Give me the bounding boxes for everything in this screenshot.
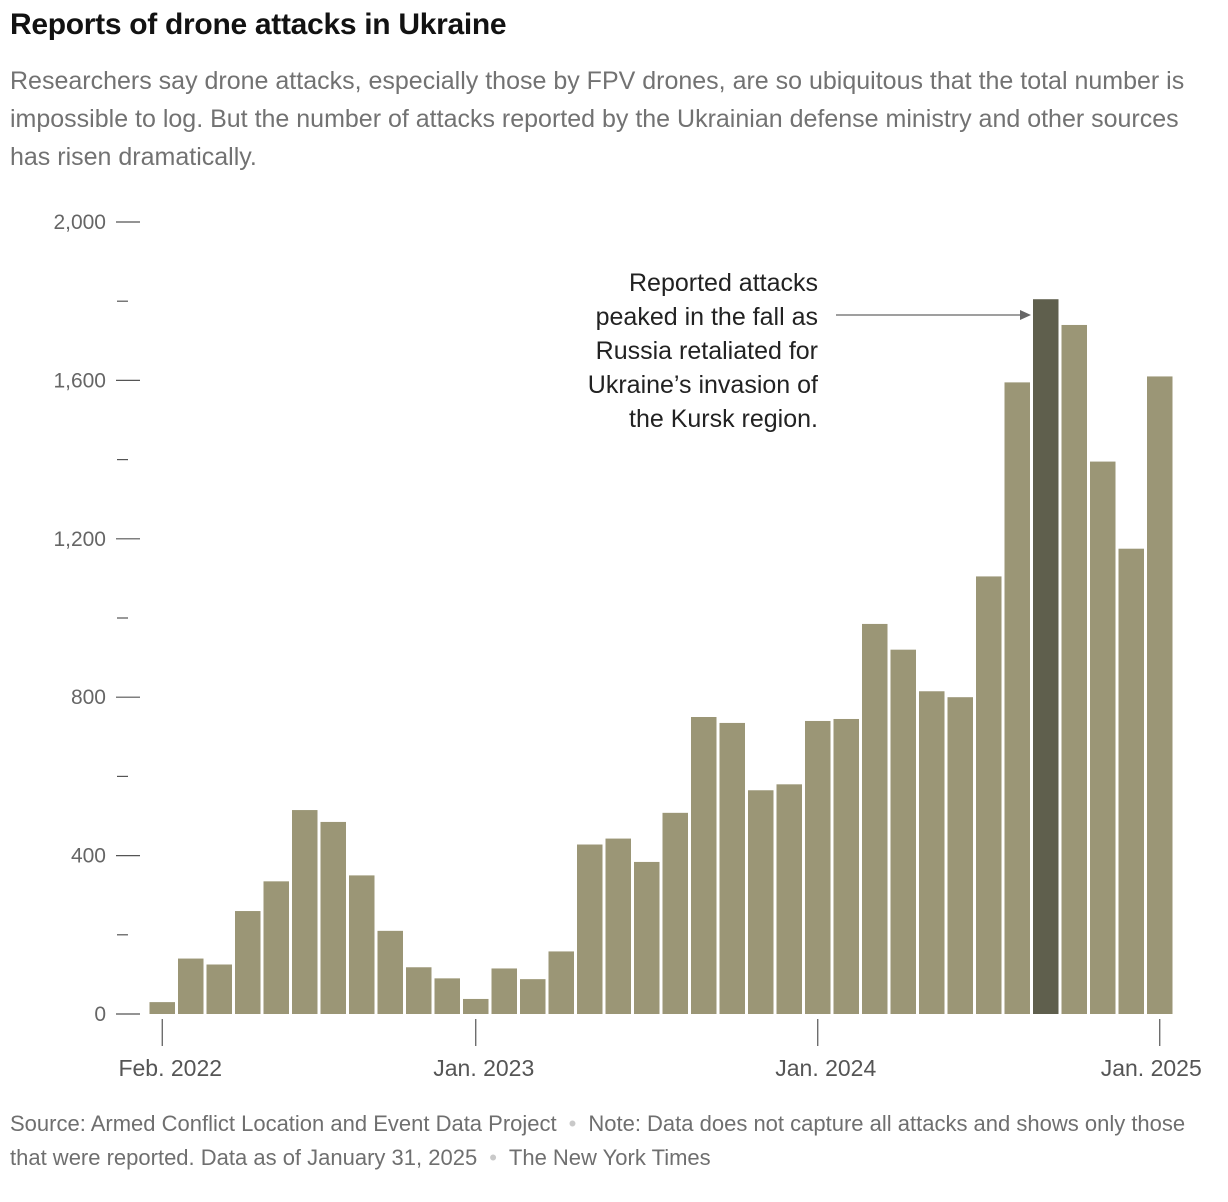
footer: Source: Armed Conflict Location and Even… — [10, 1107, 1190, 1175]
bar — [434, 978, 460, 1014]
bar — [919, 691, 945, 1014]
bar — [748, 790, 774, 1014]
bar — [691, 717, 717, 1014]
y-tick-label: 800 — [71, 686, 106, 709]
bar — [719, 722, 745, 1014]
x-axis: Feb. 2022 Jan. 2023 Jan. 2024 Jan. 2025 — [118, 1019, 1202, 1081]
y-tick-label: 1,600 — [53, 369, 106, 392]
bar — [548, 951, 574, 1014]
bar — [406, 967, 432, 1014]
bar — [634, 861, 660, 1014]
credit: The New York Times — [508, 1145, 711, 1170]
bar — [491, 968, 517, 1014]
chart-title: Reports of drone attacks in Ukraine — [10, 8, 507, 41]
bar — [833, 718, 859, 1014]
separator-dot: • — [489, 1145, 497, 1170]
bar — [178, 958, 204, 1014]
source-note: Source: Armed Conflict Location and Even… — [10, 1111, 557, 1136]
separator-dot: • — [568, 1111, 577, 1136]
bar — [1090, 461, 1116, 1015]
bar — [320, 821, 346, 1014]
chart-subtitle: Researchers say drone attacks, especiall… — [10, 67, 1185, 171]
peak-annotation: Reported attacks peaked in the fall as Rus… — [588, 269, 1031, 433]
annotation-line: Russia retaliated for — [596, 337, 818, 365]
bar — [662, 812, 688, 1014]
bar-peak — [1033, 299, 1059, 1015]
bar — [776, 784, 802, 1014]
y-tick-label: 2,000 — [53, 211, 106, 234]
annotation-line: peaked in the fall as — [596, 303, 818, 331]
bar — [235, 911, 261, 1014]
y-tick-label: 400 — [71, 845, 106, 868]
bar — [805, 720, 831, 1014]
bar — [605, 838, 631, 1014]
bar — [1061, 324, 1087, 1014]
bar-chart: 0 400 800 1,200 1,600 2,000 Feb. 2022 Jan. 202… — [53, 211, 1202, 1081]
bar — [463, 998, 489, 1014]
bar — [1004, 382, 1030, 1014]
annotation-line: Ukraine’s invasion of — [588, 371, 818, 399]
y-tick-label: 1,200 — [53, 528, 106, 551]
data-note: Note: Data does not capture all attacks … — [10, 1111, 1186, 1170]
bar — [890, 649, 916, 1014]
bar — [349, 875, 375, 1014]
x-tick-label: Jan. 2025 — [1101, 1055, 1202, 1081]
x-tick-label: Jan. 2023 — [433, 1055, 534, 1081]
bar — [577, 844, 603, 1014]
annotation-line: the Kursk region. — [629, 405, 818, 433]
annotation-arrow-head — [1020, 310, 1031, 320]
annotation-line: Reported attacks — [629, 269, 818, 297]
bar — [206, 964, 232, 1014]
bars — [149, 299, 1173, 1015]
bar — [862, 623, 888, 1014]
y-axis: 0 400 800 1,200 1,600 2,000 — [53, 211, 140, 1026]
x-tick-label: Feb. 2022 — [118, 1055, 222, 1081]
y-tick-label: 0 — [94, 1003, 106, 1026]
bar — [947, 697, 973, 1014]
bar — [1118, 548, 1144, 1014]
x-tick-label: Jan. 2024 — [775, 1055, 876, 1081]
bar — [976, 576, 1002, 1014]
bar — [263, 881, 289, 1014]
bar — [377, 930, 403, 1014]
bar — [149, 1002, 175, 1014]
bar — [292, 810, 318, 1014]
bar — [1147, 376, 1173, 1014]
bar — [520, 979, 546, 1014]
